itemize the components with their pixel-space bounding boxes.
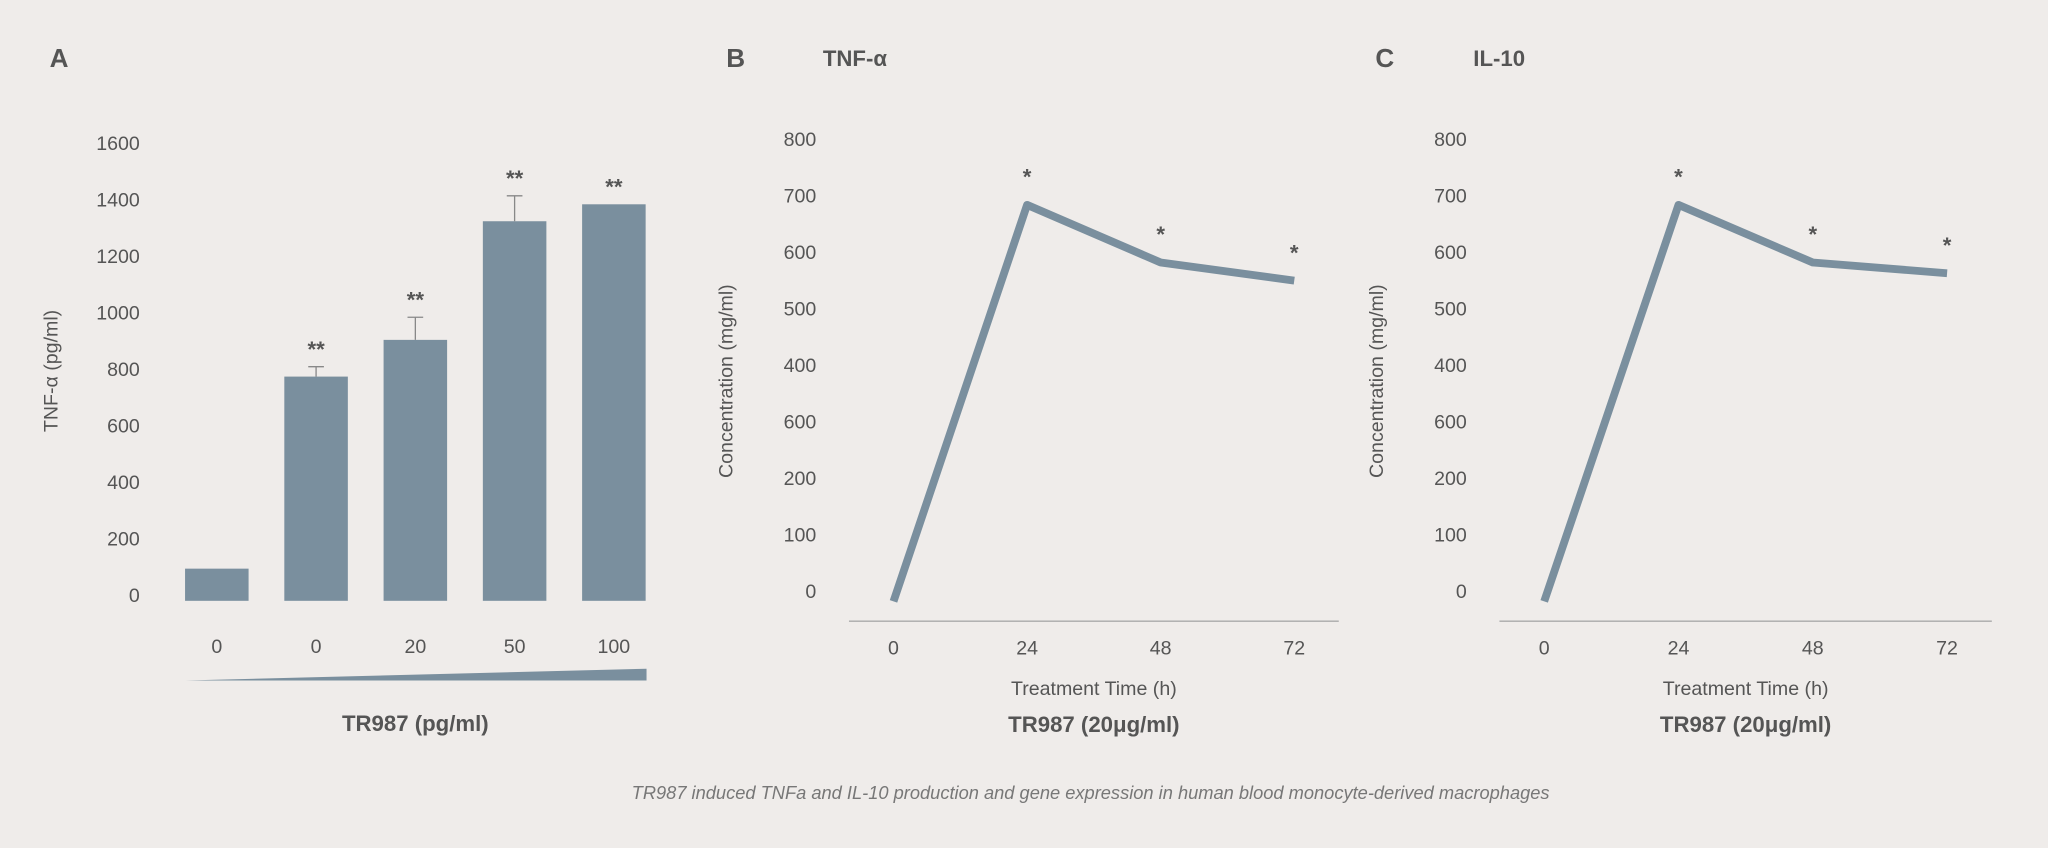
y-tick-label: 800 [784,129,817,151]
significance: ** [506,166,524,191]
y-tick-label: 0 [1456,581,1467,603]
x-axis-label: TR987 (pg/ml) [342,711,489,736]
y-tick-label: 0 [129,585,140,607]
y-axis-label: TNF-α (pg/ml) [40,310,62,432]
x-tick-label: 0 [311,636,322,658]
error-bar [506,195,523,222]
significance: ** [605,174,623,199]
y-tick-label: 600 [784,242,817,264]
y-tick-label: 400 [107,472,140,494]
y-tick-label: 400 [1434,355,1467,377]
panel-label: C [1375,43,1394,73]
panel-label: A [50,43,69,73]
y-tick-label: 1600 [96,133,140,155]
y-tick-label: 200 [784,468,817,490]
significance: * [1023,165,1032,190]
x-tick-label: 100 [598,636,631,658]
y-tick-label: 100 [784,525,817,547]
panel-label: B [726,43,745,73]
x-tick-label: 48 [1150,637,1172,659]
y-tick-label: 700 [1434,186,1467,208]
y-tick-label: 600 [1434,412,1467,434]
significance: * [1674,165,1683,190]
x-axis-label: Treatment Time (h) [1011,678,1177,700]
y-tick-label: 500 [784,299,817,321]
x-tick-label: 72 [1283,637,1305,659]
chart-title: TNF-α [823,46,888,71]
bar [284,376,348,601]
y-tick-label: 200 [1434,468,1467,490]
y-tick-label: 800 [1434,129,1467,151]
chart-title: IL-10 [1473,46,1525,71]
bar [185,568,249,601]
error-bar [407,316,424,340]
y-tick-label: 800 [107,359,140,381]
significance: * [1943,233,1952,258]
x-axis-label: Treatment Time (h) [1663,678,1829,700]
bar [582,204,646,601]
y-tick-label: 1400 [96,190,140,212]
x-tick-label: 24 [1668,637,1690,659]
significance: * [1808,222,1817,247]
y-axis-label: Concentration (mg/ml) [716,284,738,478]
error-bar [308,366,324,377]
x-tick-label: 0 [888,637,899,659]
y-tick-label: 600 [1434,242,1467,264]
x-tick-label: 0 [211,636,222,658]
bar [383,339,448,601]
x-tick-label: 50 [504,636,526,658]
subtitle: TR987 (20μg/ml) [1008,712,1179,737]
dose-wedge [185,668,647,681]
x-tick-label: 48 [1802,637,1824,659]
y-tick-label: 500 [1434,299,1467,321]
y-tick-label: 700 [784,186,817,208]
x-tick-label: 20 [404,636,426,658]
y-tick-label: 0 [805,581,816,603]
significance: ** [407,287,425,312]
significance: ** [307,337,325,362]
line [1540,200,1948,603]
y-tick-label: 600 [107,416,140,438]
subtitle: TR987 (20μg/ml) [1660,712,1831,737]
y-tick-label: 100 [1434,525,1467,547]
y-tick-label: 1000 [96,303,140,325]
bar [482,221,547,601]
x-tick-label: 0 [1539,637,1550,659]
y-tick-label: 400 [784,355,817,377]
y-axis-label: Concentration (mg/ml) [1366,284,1388,478]
significance: * [1290,240,1299,265]
significance: * [1156,222,1165,247]
y-tick-label: 200 [107,529,140,551]
y-tick-label: 600 [784,412,817,434]
line [889,200,1295,603]
caption: TR987 induced TNFa and IL-10 production … [632,782,1550,803]
x-tick-label: 72 [1936,637,1958,659]
x-tick-label: 24 [1016,637,1038,659]
y-tick-label: 1200 [96,246,140,268]
